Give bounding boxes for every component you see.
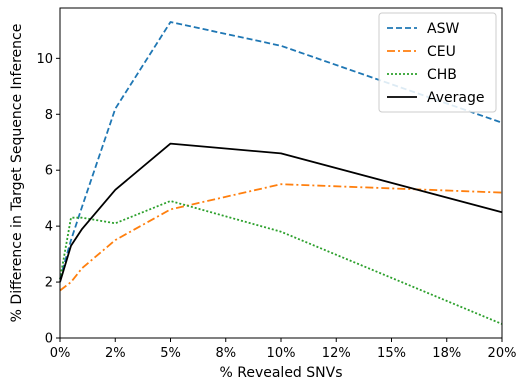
y-tick-label: 10 (36, 52, 53, 67)
x-tick-label: 20% (488, 346, 517, 361)
y-tick-label: 0 (45, 332, 53, 347)
legend-label-chb: CHB (427, 67, 457, 83)
legend-label-asw: ASW (427, 21, 459, 37)
x-tick-label: 2% (105, 346, 126, 361)
y-tick-label: 6 (45, 164, 53, 179)
y-tick-label: 4 (45, 220, 53, 235)
ticks-layer: 0% 2% 5% 8% 10% 12% 15% 18% 20% 0 2 4 6 8 10 (36, 52, 516, 361)
legend-box (378, 12, 497, 113)
x-tick-label: 10% (267, 346, 296, 361)
series-line-asw (59, 21, 503, 280)
x-tick-label: 5% (160, 346, 181, 361)
legend-label-average: Average (427, 90, 485, 106)
legend-label-ceu: CEU (427, 44, 456, 60)
y-axis-label: % Difference in Target Sequence Inferenc… (9, 24, 25, 323)
y-tick-label: 2 (45, 276, 53, 291)
x-tick-label: 15% (377, 346, 406, 361)
x-tick-label: 18% (432, 346, 461, 361)
series-line-average (59, 142, 503, 283)
series-line-ceu (59, 183, 503, 292)
series-line-chb (59, 200, 503, 325)
x-axis-label: % Revealed SNVs (219, 365, 342, 379)
series-layer (59, 21, 503, 325)
legend: ASW CEU CHB Average (378, 12, 497, 113)
y-tick-label: 8 (45, 108, 53, 123)
x-tick-label: 8% (215, 346, 236, 361)
x-tick-label: 12% (322, 346, 351, 361)
x-tick-label: 0% (50, 346, 71, 361)
